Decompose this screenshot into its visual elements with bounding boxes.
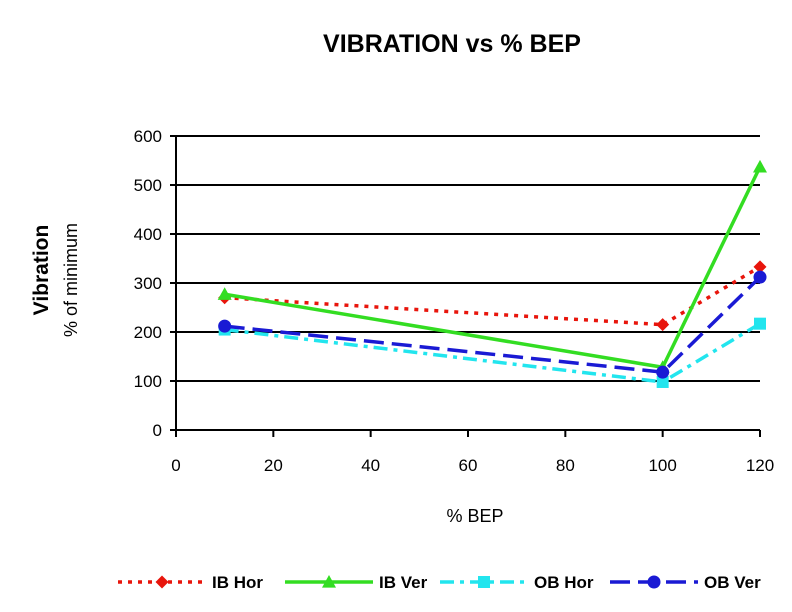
series-line-ib-ver [224, 166, 762, 370]
legend-label: IB Ver [379, 573, 428, 592]
legend-marker [478, 576, 490, 588]
axes [170, 135, 761, 437]
y-axis-subtitle: % of minimum [61, 223, 81, 337]
legend-marker [647, 575, 661, 589]
y-tick-label: 0 [153, 421, 162, 440]
tick-labels: 0 100 200 300 400 500 600 0 20 40 60 80 100 120 [134, 127, 775, 475]
x-tick-label: 40 [361, 456, 380, 475]
x-tick-label: 0 [171, 456, 180, 475]
data-point-ob-ver [753, 270, 767, 284]
legend-label: OB Hor [534, 573, 594, 592]
x-tick-label: 80 [556, 456, 575, 475]
x-axis-title: % BEP [446, 506, 503, 526]
x-tick-label: 20 [264, 456, 283, 475]
series-line-ib-hor [224, 265, 761, 327]
legend-label: IB Hor [212, 573, 263, 592]
series-group [217, 159, 767, 388]
series-line-ob-ver [224, 275, 762, 374]
legend-marker [322, 575, 336, 588]
data-point-ib-hor [753, 260, 767, 274]
data-point-ib-hor [656, 318, 670, 332]
data-point-ib-ver [753, 159, 767, 173]
data-point-ob-hor [656, 375, 669, 388]
chart-title: VIBRATION vs % BEP [323, 30, 581, 58]
legend-label: OB Ver [704, 573, 761, 592]
data-point-ob-hor [754, 317, 766, 330]
legend-marker [155, 575, 169, 589]
y-tick-label: 600 [134, 127, 162, 146]
data-point-ob-ver [656, 365, 670, 379]
data-point-ib-ver [217, 287, 232, 300]
data-point-ob-ver [218, 319, 232, 333]
y-tick-label: 200 [134, 323, 162, 342]
y-tick-label: 500 [134, 176, 162, 195]
y-tick-label: 100 [134, 372, 162, 391]
x-tick-label: 60 [459, 456, 478, 475]
y-axis-title: Vibration [30, 225, 53, 316]
y-tick-label: 400 [134, 225, 162, 244]
legend: IB Hor IB Ver OB Hor OB Ver [118, 573, 761, 592]
x-tick-label: 120 [746, 456, 774, 475]
x-tick-label: 100 [648, 456, 676, 475]
y-tick-label: 300 [134, 274, 162, 293]
